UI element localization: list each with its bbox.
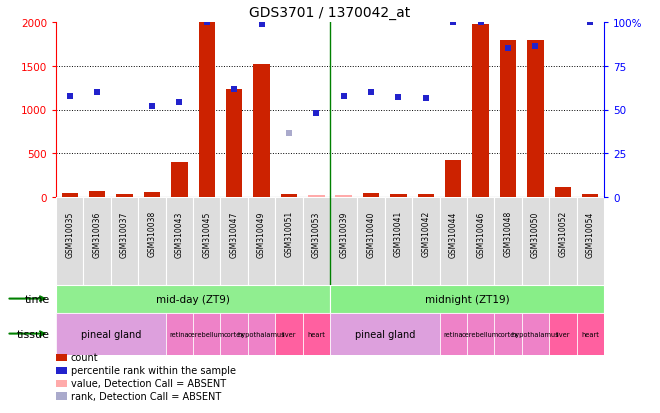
Bar	[467, 197, 494, 285]
Bar	[166, 197, 193, 285]
Text: GSM310040: GSM310040	[366, 211, 376, 257]
Text: tissue: tissue	[16, 329, 50, 339]
Bar	[385, 197, 412, 285]
Bar	[171, 163, 187, 197]
Bar	[56, 197, 83, 285]
Text: GSM310044: GSM310044	[449, 211, 458, 257]
Bar	[111, 197, 138, 285]
Bar	[56, 285, 330, 313]
Bar	[275, 197, 302, 285]
Text: mid-day (ZT9): mid-day (ZT9)	[156, 294, 230, 304]
Bar	[166, 313, 193, 355]
Bar	[527, 41, 544, 197]
Bar	[500, 40, 516, 197]
Text: cerebellum: cerebellum	[188, 331, 225, 337]
Bar	[440, 313, 467, 355]
Text: count: count	[71, 353, 98, 363]
Text: GSM310049: GSM310049	[257, 211, 266, 257]
Text: GSM310035: GSM310035	[65, 211, 75, 257]
Bar	[308, 196, 325, 197]
Text: cortex: cortex	[224, 331, 245, 337]
Text: pineal gland: pineal gland	[81, 329, 141, 339]
Bar	[280, 195, 297, 197]
Bar	[521, 197, 549, 285]
Text: GSM310042: GSM310042	[421, 211, 430, 257]
Bar	[335, 196, 352, 197]
Bar	[549, 197, 577, 285]
Bar	[193, 313, 220, 355]
Bar	[521, 313, 549, 355]
Text: retina: retina	[444, 331, 463, 337]
Text: GSM310054: GSM310054	[585, 211, 595, 257]
Text: GSM310048: GSM310048	[504, 211, 513, 257]
Text: GSM310045: GSM310045	[202, 211, 211, 257]
Text: GDS3701 / 1370042_at: GDS3701 / 1370042_at	[249, 6, 411, 20]
Bar	[220, 313, 248, 355]
Bar	[494, 313, 521, 355]
Text: GSM310053: GSM310053	[312, 211, 321, 257]
Bar	[577, 197, 604, 285]
Text: percentile rank within the sample: percentile rank within the sample	[71, 366, 236, 375]
Bar	[473, 25, 489, 197]
Text: GSM310038: GSM310038	[147, 211, 156, 257]
Bar	[358, 197, 385, 285]
Bar	[138, 197, 166, 285]
Text: liver: liver	[556, 331, 570, 337]
Bar	[549, 313, 577, 355]
Bar	[220, 197, 248, 285]
Bar	[302, 197, 330, 285]
Bar	[330, 285, 604, 313]
Text: GSM310036: GSM310036	[92, 211, 102, 257]
Text: GSM310046: GSM310046	[476, 211, 485, 257]
Bar	[83, 197, 111, 285]
Text: cortex: cortex	[498, 331, 519, 337]
Bar	[390, 194, 407, 197]
Text: value, Detection Call = ABSENT: value, Detection Call = ABSENT	[71, 378, 226, 388]
Bar	[440, 197, 467, 285]
Text: hypothalamus: hypothalamus	[512, 331, 559, 337]
Text: GSM310052: GSM310052	[558, 211, 568, 257]
Text: pineal gland: pineal gland	[354, 329, 415, 339]
Bar	[275, 313, 302, 355]
Bar	[302, 313, 330, 355]
Text: heart: heart	[581, 331, 599, 337]
Text: liver: liver	[282, 331, 296, 337]
Text: GSM310041: GSM310041	[394, 211, 403, 257]
Bar	[226, 89, 242, 197]
Text: GSM310039: GSM310039	[339, 211, 348, 257]
Bar	[554, 187, 571, 197]
Bar	[193, 197, 220, 285]
Bar	[582, 195, 599, 197]
Bar	[494, 197, 521, 285]
Bar	[330, 313, 440, 355]
Bar	[248, 197, 275, 285]
Bar	[248, 313, 275, 355]
Bar	[116, 195, 133, 197]
Text: cerebellum: cerebellum	[462, 331, 499, 337]
Text: GSM310050: GSM310050	[531, 211, 540, 257]
Bar	[445, 161, 461, 197]
Text: hypothalamus: hypothalamus	[238, 331, 285, 337]
Bar	[577, 313, 604, 355]
Text: midnight (ZT19): midnight (ZT19)	[424, 294, 510, 304]
Bar	[363, 193, 380, 197]
Bar	[330, 197, 358, 285]
Text: GSM310047: GSM310047	[230, 211, 239, 257]
Bar	[467, 313, 494, 355]
Text: GSM310043: GSM310043	[175, 211, 184, 257]
Bar	[199, 23, 215, 197]
Text: rank, Detection Call = ABSENT: rank, Detection Call = ABSENT	[71, 391, 221, 401]
Text: retina: retina	[170, 331, 189, 337]
Bar	[418, 195, 434, 197]
Text: GSM310051: GSM310051	[284, 211, 294, 257]
Bar	[253, 65, 270, 197]
Text: GSM310037: GSM310037	[120, 211, 129, 257]
Bar	[144, 193, 160, 197]
Bar	[56, 313, 166, 355]
Text: heart: heart	[308, 331, 325, 337]
Text: time: time	[24, 294, 50, 304]
Bar	[412, 197, 440, 285]
Bar	[61, 193, 78, 197]
Bar	[89, 192, 106, 197]
